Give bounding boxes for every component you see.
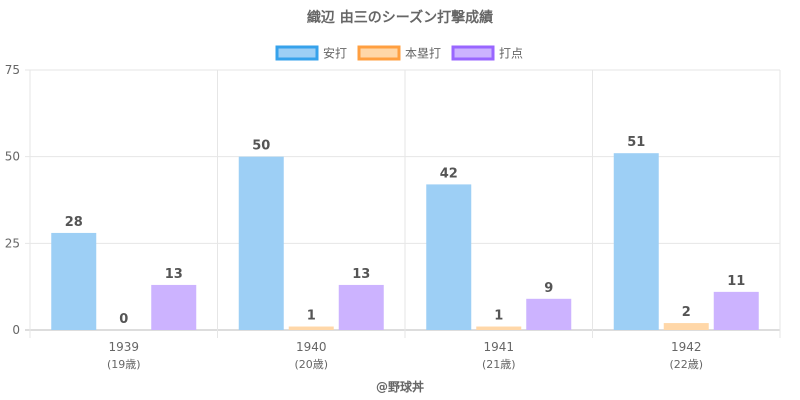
bar bbox=[151, 284, 197, 330]
bar bbox=[476, 326, 522, 330]
credit-text: @野球丼 bbox=[376, 379, 424, 394]
grid bbox=[25, 69, 781, 338]
x-tick-label: 1942 bbox=[671, 340, 702, 354]
x-tick-label: 1939 bbox=[108, 340, 139, 354]
chart-title: 織辺 由三のシーズン打撃成績 bbox=[307, 9, 493, 26]
data-labels: 28 0 13 50 1 13 42 1 9 51 2 11 bbox=[65, 135, 746, 327]
x-tick-sublabel: (22歳) bbox=[669, 358, 703, 371]
x-tick-sublabel: (20歳) bbox=[294, 358, 328, 371]
bar bbox=[663, 323, 709, 330]
bar bbox=[613, 153, 659, 330]
y-tick-label: 25 bbox=[5, 236, 20, 250]
data-label: 11 bbox=[727, 274, 745, 289]
legend-swatch bbox=[357, 45, 401, 61]
x-tick-label: 1940 bbox=[296, 340, 327, 354]
bars bbox=[51, 153, 759, 330]
x-tick-sublabel: (19歳) bbox=[107, 358, 141, 371]
y-tick-label: 75 bbox=[5, 63, 20, 77]
data-label: 42 bbox=[440, 166, 458, 181]
data-label: 50 bbox=[252, 139, 270, 154]
bar bbox=[338, 284, 384, 330]
y-axis: 0 25 50 75 bbox=[5, 63, 20, 337]
x-axis: 1939 (19歳) 1940 (20歳) 1941 (21歳) 1942 (22歳) bbox=[107, 340, 703, 371]
y-tick-label: 50 bbox=[5, 150, 20, 164]
legend-swatch bbox=[451, 45, 495, 61]
x-tick-label: 1941 bbox=[483, 340, 514, 354]
data-label: 28 bbox=[65, 215, 83, 230]
y-tick-label: 0 bbox=[12, 323, 20, 337]
data-label: 51 bbox=[627, 135, 645, 150]
bar bbox=[288, 326, 334, 330]
x-tick-sublabel: (21歳) bbox=[482, 358, 516, 371]
data-label: 0 bbox=[119, 312, 128, 327]
legend-label: 本塁打 bbox=[405, 47, 441, 61]
data-label: 13 bbox=[352, 267, 370, 282]
legend-label: 打点 bbox=[499, 47, 523, 61]
bar bbox=[426, 184, 472, 330]
data-label: 1 bbox=[494, 309, 503, 324]
data-label: 2 bbox=[682, 305, 691, 320]
data-label: 1 bbox=[307, 309, 316, 324]
legend-swatch bbox=[275, 45, 319, 61]
data-label: 9 bbox=[544, 281, 553, 296]
legend: 安打 本塁打 打点 bbox=[275, 45, 523, 61]
data-label: 13 bbox=[165, 267, 183, 282]
bar bbox=[526, 298, 572, 330]
bar bbox=[713, 291, 759, 330]
bar bbox=[51, 232, 97, 330]
legend-label: 安打 bbox=[323, 46, 347, 61]
bar bbox=[238, 156, 284, 330]
